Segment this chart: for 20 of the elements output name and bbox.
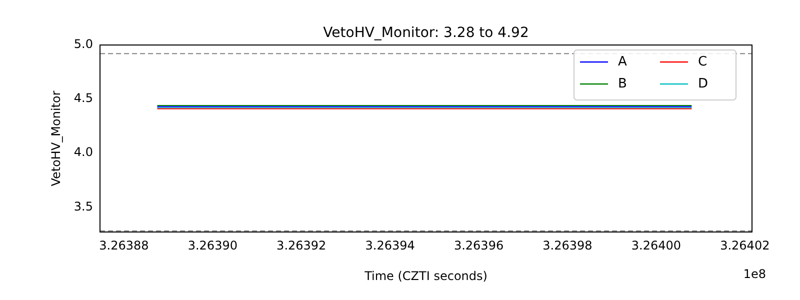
x-tick-label: 3.26392 [276,238,326,252]
x-tick-label: 3.26388 [99,238,149,252]
y-tick-label: 3.5 [74,199,93,214]
y-tick-label: 4.0 [74,145,93,160]
chart-title: VetoHV_Monitor: 3.28 to 4.92 [323,25,529,41]
text: 1e8 [743,267,766,281]
x-axis-title: Time (CZTI seconds) [364,269,488,283]
x-tick-label: 3.26400 [631,238,682,252]
legend-label: A [618,54,627,70]
legend-label: B [618,76,627,92]
x-tick-label: 3.26396 [454,238,504,252]
y-axis-title: VetoHV_Monitor [49,90,63,186]
x-tick-label: 3.26390 [188,238,238,252]
x-tick-label: 3.26398 [542,238,592,252]
legend-label: C [698,54,708,70]
x-tick-label: 3.26402 [720,238,770,252]
legend-label: D [698,76,708,92]
x-tick-label: 3.26394 [365,238,415,252]
y-tick-label: 5.0 [74,37,93,52]
y-tick-label: 4.5 [74,91,93,106]
